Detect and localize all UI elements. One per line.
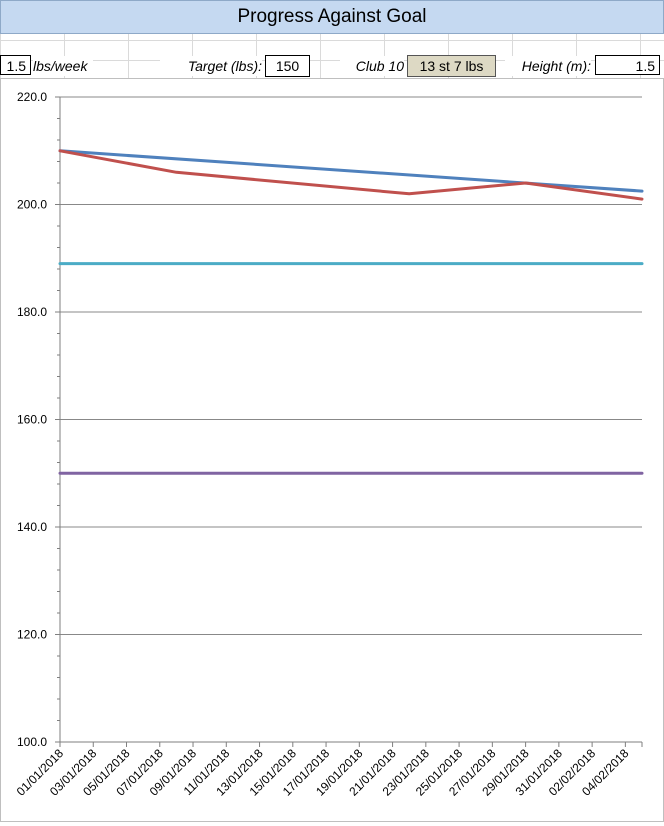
series-line-2: [58, 149, 644, 201]
line-chart: 100.0120.0140.0160.0180.0200.0220.001/01…: [14, 90, 644, 799]
y-tick-label: 200.0: [17, 198, 47, 212]
y-tick-label: 120.0: [17, 628, 47, 642]
height-label: Height (m):: [505, 56, 591, 76]
target-input[interactable]: 150: [265, 55, 310, 77]
rate-unit-label: lbs/week: [33, 56, 93, 76]
chart-area: 100.0 120.0 140.0 160.0 180.0 200.0 220.0 01/01…: [0, 78, 664, 822]
club-value: 13 st 7 lbs: [407, 55, 496, 77]
y-tick-label: 140.0: [17, 520, 47, 534]
y-tick-label: 220.0: [17, 90, 47, 104]
club-label: Club 10: [340, 56, 404, 76]
y-tick-label: 180.0: [17, 305, 47, 319]
series-line-1: [58, 149, 644, 193]
target-label: Target (lbs):: [160, 56, 262, 76]
y-tick-label: 160.0: [17, 413, 47, 427]
page-title: Progress Against Goal: [0, 0, 664, 34]
y-tick-label: 100.0: [17, 735, 47, 749]
height-input[interactable]: 1.5: [595, 55, 660, 75]
rate-input[interactable]: 1.5: [0, 55, 31, 75]
page-title-text: Progress Against Goal: [237, 6, 427, 27]
